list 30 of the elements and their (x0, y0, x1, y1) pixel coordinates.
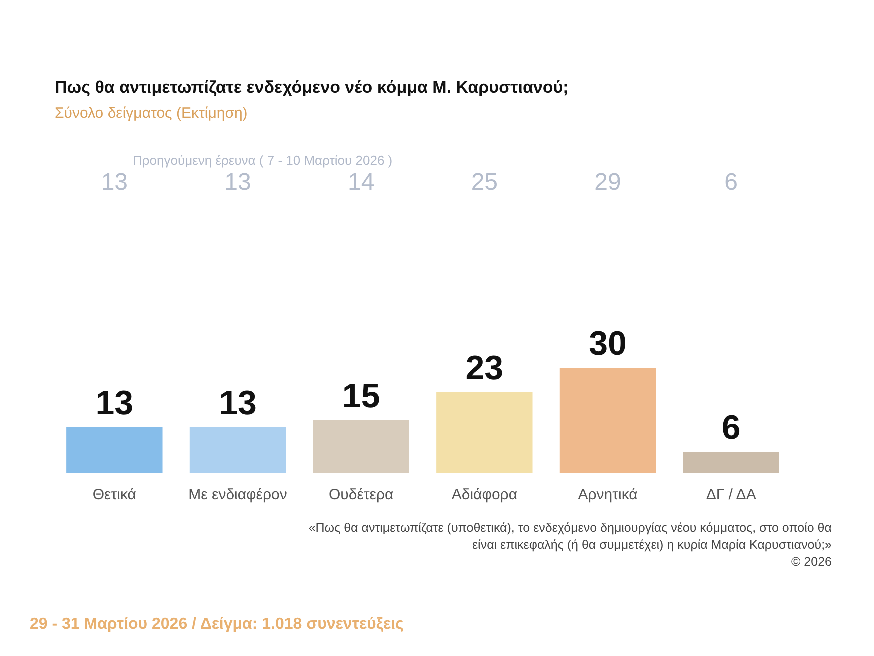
x-tick-label: Αδιάφορα (452, 486, 518, 504)
data-label: 13 (219, 384, 257, 422)
text: 13 (224, 169, 252, 196)
text: 25 (471, 169, 498, 196)
x-tick-label: Αρνητικά (578, 486, 638, 504)
text: 13 (101, 169, 128, 196)
x-tick-label: Θετικά (92, 486, 137, 504)
text: Προηγούμενη έρευνα ( 7 - 10 Μαρτίου 2026 ) (133, 153, 393, 168)
bar (436, 392, 533, 473)
bar (313, 420, 410, 473)
chart-title: Πως θα αντιμετωπίζατε ενδεχόμενο νέο κόμμα Μ. Καρυστιανού; (55, 78, 569, 98)
data-label: 30 (589, 325, 627, 363)
text: 29 - 31 Μαρτίου 2026 / Δείγμα: 1.018 συνεντεύξεις (30, 616, 404, 634)
text: 29 (594, 169, 622, 196)
bar (66, 428, 163, 473)
text: «Πως θα αντιμετωπίζατε (υποθετικά), το ενδεχόμενο δημιουργίας νέου κόμματος, στο οποίο θα είναι επικεφαλής (ή θα συμμετέχει) η κυρία Μαρία Καρυστιανού;» (308, 520, 832, 554)
data-label: 6 (722, 409, 741, 447)
data-label: 15 (342, 378, 380, 416)
chart-subtitle: Σύνολο δείγματος (Εκτίμηση) (55, 105, 248, 122)
text: 14 (348, 169, 375, 196)
text: © 2026 (790, 554, 832, 571)
bar (560, 368, 656, 473)
x-tick-label: Με ενδιαφέρον (188, 486, 288, 504)
data-label: 13 (96, 384, 134, 422)
data-label: 23 (466, 350, 504, 388)
text: 6 (724, 169, 738, 196)
bar (683, 452, 780, 473)
x-tick-label: ΔΓ / ΔΑ (706, 486, 756, 504)
x-tick-label: Ουδέτερα (328, 486, 394, 504)
bar (190, 428, 286, 473)
